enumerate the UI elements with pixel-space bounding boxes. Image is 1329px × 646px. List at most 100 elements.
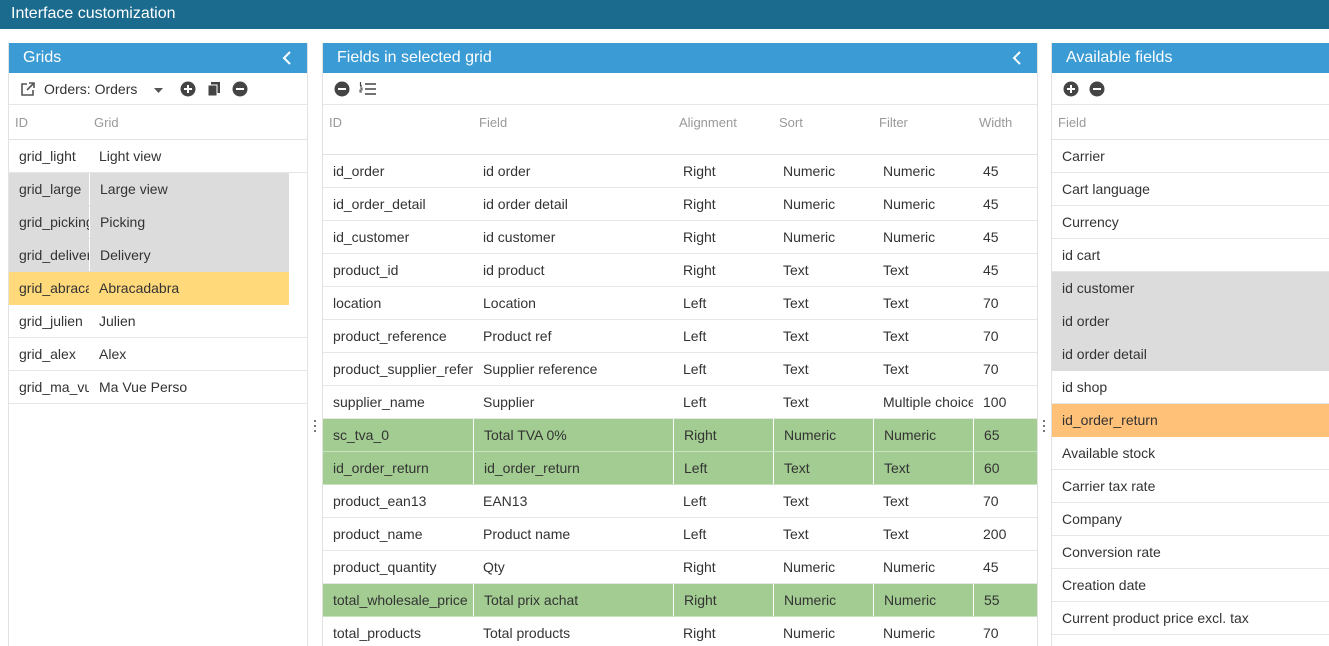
grid-id-cell: grid_light <box>19 148 76 164</box>
field-row[interactable]: id_order_detail id order detail Right Numer… <box>323 188 1037 221</box>
field-sort-cell: Numeric <box>783 229 836 245</box>
add-field-button[interactable] <box>1060 78 1082 100</box>
field-row[interactable]: id_customer id customer Right Numeric Numeri… <box>323 221 1037 254</box>
order-fields-button[interactable] <box>357 78 379 100</box>
available-field-row[interactable]: Carrier <box>1052 140 1329 173</box>
grid-row[interactable]: grid_julien Julien <box>9 305 307 338</box>
field-filter-cell: Numeric <box>883 163 936 179</box>
available-field-cell: id shop <box>1062 379 1108 395</box>
grid-row[interactable]: grid_deliveryDelivery <box>9 239 289 272</box>
chevron-left-icon[interactable] <box>1007 43 1027 73</box>
field-filter-cell: Text <box>883 361 909 377</box>
field-row[interactable]: total_wholesale_price Total prix achat Rig… <box>323 584 1037 617</box>
grid-row[interactable]: grid_large Large view <box>9 173 289 206</box>
grid-selector[interactable]: Orders: Orders <box>17 78 173 100</box>
grid-row[interactable]: grid_abracadabra Abracadabra <box>9 272 289 305</box>
column-header-filter[interactable]: Filter <box>879 115 908 130</box>
grid-row[interactable]: grid_ma_vue_perso Ma Vue Perso <box>9 371 307 404</box>
field-width-cell: 200 <box>983 526 1007 542</box>
available-field-row[interactable]: id cart <box>1052 239 1329 272</box>
column-header-id[interactable]: ID <box>329 115 342 130</box>
available-field-row[interactable]: id order <box>1052 305 1329 338</box>
splitter-handle[interactable] <box>312 420 318 432</box>
remove-available-button[interactable] <box>1086 78 1108 100</box>
column-header-id[interactable]: ID <box>15 115 28 130</box>
grid-row[interactable]: grid_picking Picking <box>9 206 289 239</box>
available-field-row[interactable]: Conversion rate <box>1052 536 1329 569</box>
fields-panel-header: Fields in selected grid <box>323 43 1037 73</box>
available-field-row[interactable]: id_order_return <box>1052 404 1329 437</box>
field-id-cell: product_ean13 <box>333 493 427 509</box>
column-header-field[interactable]: Field <box>479 115 508 130</box>
add-grid-button[interactable] <box>177 78 199 100</box>
field-width-cell: 100 <box>983 394 1007 410</box>
chevron-left-icon[interactable] <box>277 43 297 73</box>
available-field-row[interactable]: Cart language <box>1052 173 1329 206</box>
field-sort-cell: Text <box>783 262 809 278</box>
grid-id-cell: grid_alex <box>19 346 76 362</box>
available-field-cell: id order <box>1062 313 1110 329</box>
field-row[interactable]: total_products Total products Right Numeric… <box>323 617 1037 646</box>
field-sort-cell: Numeric <box>783 163 836 179</box>
grid-id-cell: grid_julien <box>19 313 83 329</box>
field-row[interactable]: supplier_name Supplier Left Text Multiple ch… <box>323 386 1037 419</box>
field-row[interactable]: sc_tva_0 Total TVA 0% Right Numeric Numeric 6… <box>323 419 1037 452</box>
caret-down-icon[interactable] <box>154 81 164 97</box>
field-row[interactable]: id_order_return id_order_return Left Text Te… <box>323 452 1037 485</box>
field-row[interactable]: product_quantity Qty Right Numeric Numeric 45 <box>323 551 1037 584</box>
duplicate-grid-button[interactable] <box>203 78 225 100</box>
field-row[interactable]: product_reference Product ref Left Text Text… <box>323 320 1037 353</box>
remove-field-button[interactable] <box>331 78 353 100</box>
field-name-cell: Total products <box>483 625 571 641</box>
field-name-cell: Location <box>483 295 536 311</box>
field-id-cell: sc_tva_0 <box>333 427 390 443</box>
field-filter-cell: Text <box>883 493 909 509</box>
field-alignment-cell: Right <box>673 584 773 616</box>
external-link-icon[interactable] <box>17 78 39 100</box>
available-field-row[interactable]: Company <box>1052 503 1329 536</box>
available-field-row[interactable]: Currency <box>1052 206 1329 239</box>
column-header-width[interactable]: Width <box>979 115 1013 130</box>
grid-row[interactable]: grid_alex Alex <box>9 338 307 371</box>
splitter-handle[interactable] <box>1041 420 1047 432</box>
field-sort-cell: Text <box>773 452 873 484</box>
field-row[interactable]: id_order id order Right Numeric Numeric 45 <box>323 155 1037 188</box>
available-field-cell: id cart <box>1062 247 1101 263</box>
grids-toolbar: Orders: Orders <box>9 73 307 105</box>
field-width-cell: 65 <box>973 419 1037 451</box>
field-width-cell: 55 <box>973 584 1037 616</box>
available-field-row[interactable]: Available stock <box>1052 437 1329 470</box>
grid-row[interactable]: grid_light Light view <box>9 140 307 173</box>
field-sort-cell: Text <box>783 361 809 377</box>
window-title: Interface customization <box>0 0 1329 29</box>
field-id-cell: product_name <box>333 526 423 542</box>
field-sort-cell: Numeric <box>773 419 873 451</box>
minus-circle-icon <box>232 81 248 96</box>
available-field-row[interactable]: id order detail <box>1052 338 1329 371</box>
field-row[interactable]: product_ean13 EAN13 Left Text Text 70 <box>323 485 1037 518</box>
available-field-row[interactable]: id shop <box>1052 371 1329 404</box>
column-header-field[interactable]: Field <box>1058 115 1087 130</box>
field-row[interactable]: product_name Product name Left Text Text 200 <box>323 518 1037 551</box>
field-filter-cell: Numeric <box>883 559 936 575</box>
field-width-cell: 60 <box>973 452 1037 484</box>
field-width-cell: 70 <box>983 625 999 641</box>
grid-id-cell: grid_picking <box>19 214 89 230</box>
available-field-row[interactable]: id customer <box>1052 272 1329 305</box>
available-field-row[interactable]: Creation date <box>1052 569 1329 602</box>
remove-grid-button[interactable] <box>229 78 251 100</box>
field-alignment-cell: Left <box>673 452 773 484</box>
available-field-row[interactable]: Carrier tax rate <box>1052 470 1329 503</box>
grid-name-cell: Picking <box>89 206 289 238</box>
column-header-grid[interactable]: Grid <box>94 115 119 130</box>
field-name-cell: EAN13 <box>483 493 528 509</box>
field-width-cell: 45 <box>983 559 999 575</box>
field-row[interactable]: product_supplier_reference Supplier refer… <box>323 353 1037 386</box>
field-row[interactable]: product_id id product Right Text Text 45 <box>323 254 1037 287</box>
column-header-alignment[interactable]: Alignment <box>679 115 737 130</box>
grid-name-cell: Alex <box>99 346 127 362</box>
column-header-sort[interactable]: Sort <box>779 115 803 130</box>
field-id-cell: supplier_name <box>333 394 425 410</box>
available-field-row[interactable]: Current product price excl. tax <box>1052 602 1329 635</box>
field-row[interactable]: location Location Left Text Text 70 <box>323 287 1037 320</box>
